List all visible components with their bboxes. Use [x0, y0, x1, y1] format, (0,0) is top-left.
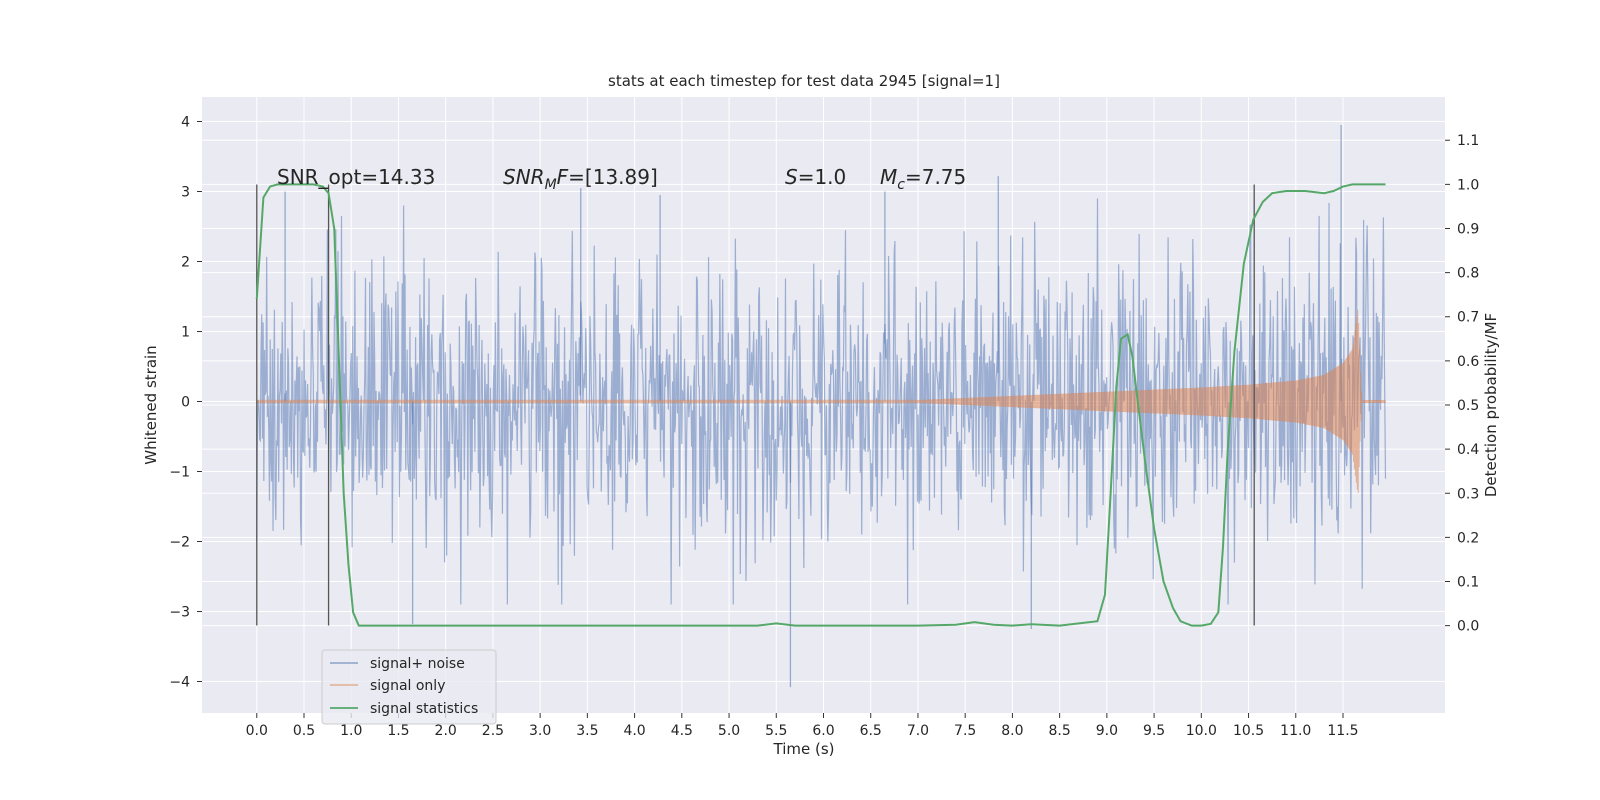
signal-statistics-series — [255, 183, 1386, 627]
y-tick-label-5: 1 — [181, 325, 190, 341]
x-axis-label: Time (s) — [773, 740, 835, 758]
y-tick-label-0: −4 — [169, 675, 190, 691]
signal-statistics-line — [255, 183, 1386, 627]
y2-tick-label-5: 0.5 — [1457, 398, 1479, 414]
legend-box — [321, 649, 497, 725]
y-tick-label-7: 3 — [181, 185, 190, 201]
x-tick-label-3: 1.5 — [387, 723, 409, 739]
x-tick-label-14: 7.0 — [907, 723, 929, 739]
x-tick-label-16: 8.0 — [1001, 723, 1023, 739]
x-tick-label-11: 5.5 — [765, 723, 787, 739]
x-tick-label-5: 2.5 — [482, 723, 504, 739]
y2-axis-ticks: 0.0 0.1 0.2 0.3 0.4 0.5 0.6 0.7 0.8 0.9 1.0 1.1 — [1445, 133, 1479, 635]
y2-tick-label-3: 0.3 — [1457, 486, 1479, 502]
y2-tick-label-11: 1.1 — [1457, 133, 1479, 149]
x-tick-label-22: 11.0 — [1280, 723, 1311, 739]
annotation-mc-rest: =7.75 — [905, 165, 966, 189]
y-axis-label: Whitened strain — [142, 345, 160, 464]
annotation-snr-mf-value: =[13.89] — [568, 165, 658, 189]
y2-tick-label-9: 0.9 — [1457, 221, 1479, 237]
x-tick-label-15: 7.5 — [954, 723, 976, 739]
y-tick-label-4: 0 — [181, 395, 190, 411]
y-axis-ticks: −4 −3 −2 −1 0 1 2 3 4 — [169, 115, 202, 691]
x-tick-label-18: 9.0 — [1096, 723, 1118, 739]
signal-only-series — [256, 309, 1386, 494]
annotation-mc: Mc=7.75 — [880, 165, 966, 193]
x-tick-label-1: 0.5 — [293, 723, 315, 739]
x-tick-label-17: 8.5 — [1048, 723, 1070, 739]
annotation-snr-mf-main: SNR — [503, 165, 545, 189]
y-tick-label-3: −1 — [169, 465, 190, 481]
legend-label-signal-noise: signal+ noise — [370, 656, 465, 672]
x-tick-label-8: 4.0 — [623, 723, 645, 739]
x-tick-label-23: 11.5 — [1327, 723, 1358, 739]
x-tick-label-0: 0.0 — [246, 723, 268, 739]
y-tick-label-8: 4 — [181, 115, 190, 131]
y2-tick-label-0: 0.0 — [1457, 619, 1479, 635]
annotation-mc-main: M — [880, 165, 897, 189]
x-tick-label-7: 3.5 — [576, 723, 598, 739]
signal-only-trace — [256, 309, 1386, 494]
x-tick-label-21: 10.5 — [1233, 723, 1264, 739]
y2-tick-label-8: 0.8 — [1457, 266, 1479, 282]
y-tick-label-1: −3 — [169, 605, 190, 621]
chart-title: stats at each timestep for test data 294… — [608, 72, 1000, 90]
x-tick-label-19: 9.5 — [1143, 723, 1165, 739]
x-tick-label-6: 3.0 — [529, 723, 551, 739]
x-tick-label-12: 6.0 — [812, 723, 834, 739]
legend: signal+ noise signal only signal statist… — [321, 649, 497, 725]
annotation-s-rest: =1.0 — [798, 165, 847, 189]
annotation-snr-mf-sub: M — [545, 177, 557, 193]
annotation-mc-sub: c — [897, 177, 905, 193]
legend-label-signal-only: signal only — [370, 678, 445, 694]
legend-label-signal-statistics: signal statistics — [370, 701, 478, 717]
y-tick-label-6: 2 — [181, 255, 190, 271]
x-tick-label-10: 5.0 — [718, 723, 740, 739]
x-axis-ticks: 0.0 0.5 1.0 1.5 2.0 2.5 3.0 3.5 4.0 4.5 5.0 5.5 6.0 6… — [246, 713, 1359, 739]
y2-tick-label-7: 0.7 — [1457, 310, 1479, 326]
x-tick-label-13: 6.5 — [860, 723, 882, 739]
annotation-s: S=1.0 — [785, 165, 846, 189]
y2-tick-label-10: 1.0 — [1457, 177, 1479, 193]
y2-tick-label-4: 0.4 — [1457, 442, 1479, 458]
annotation-snr-mf-f: F — [557, 165, 569, 189]
vertical-markers — [256, 184, 1255, 626]
y2-tick-label-6: 0.6 — [1457, 354, 1479, 370]
annotation-snr-opt: SNR_opt=14.33 — [277, 165, 435, 189]
y2-axis-label: Detection probability/MF — [1482, 313, 1500, 497]
y2-tick-label-1: 0.1 — [1457, 575, 1479, 591]
y2-tick-label-2: 0.2 — [1457, 530, 1479, 546]
annotation-s-main: S — [785, 165, 798, 189]
x-tick-label-20: 10.0 — [1186, 723, 1217, 739]
x-tick-label-4: 2.0 — [435, 723, 457, 739]
annotation-snr-mf: SNRMF=[13.89] — [503, 165, 658, 193]
x-tick-label-9: 4.5 — [671, 723, 693, 739]
y-tick-label-2: −2 — [169, 535, 190, 551]
x-tick-label-2: 1.0 — [340, 723, 362, 739]
annotations: SNR_opt=14.33 SNRMF=[13.89] S=1.0 Mc=7.7… — [277, 165, 966, 193]
signal-noise-series — [256, 125, 1387, 688]
